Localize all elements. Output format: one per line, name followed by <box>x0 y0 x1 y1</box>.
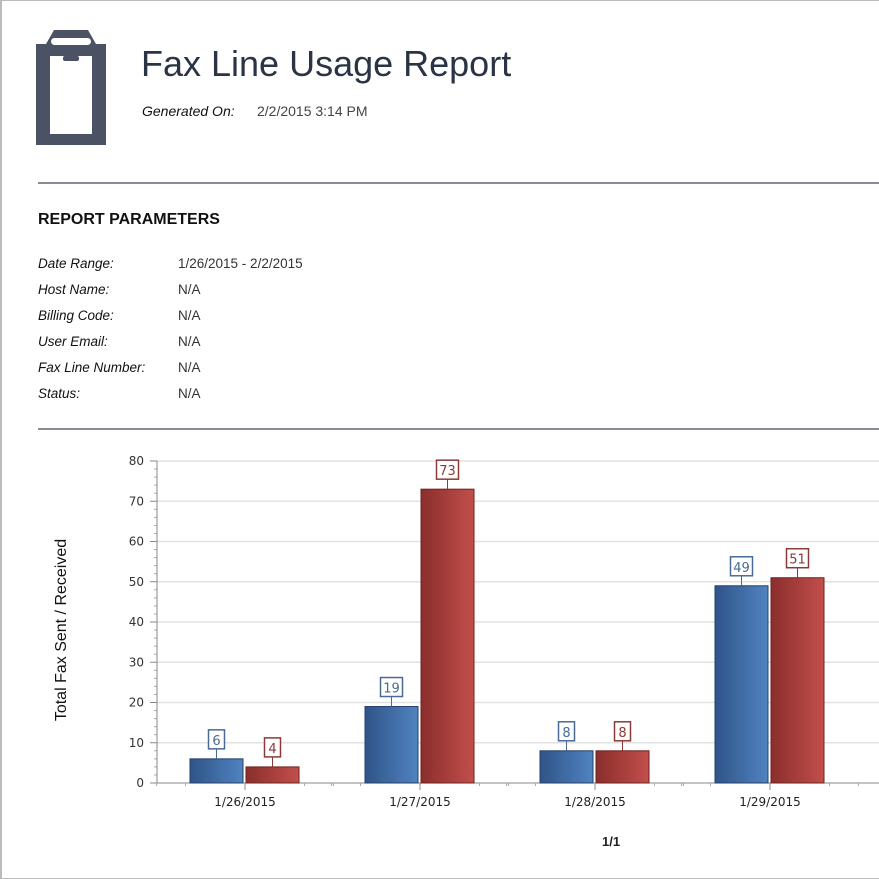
data-label: 8 <box>618 726 626 741</box>
y-tick-label: 80 <box>129 454 144 468</box>
parameter-value: N/A <box>178 360 201 375</box>
data-label: 73 <box>439 464 456 479</box>
bar <box>770 577 825 784</box>
clipboard-icon <box>36 30 106 145</box>
page-number: 1/1 <box>602 834 621 849</box>
data-label: 49 <box>733 561 750 576</box>
y-tick-label: 30 <box>129 655 144 669</box>
data-label: 8 <box>562 726 570 741</box>
data-label: 4 <box>268 742 276 757</box>
report-parameters-heading: REPORT PARAMETERS <box>38 211 220 228</box>
generated-on-label: Generated On: <box>142 103 235 119</box>
bar <box>595 750 650 784</box>
y-tick-label: 20 <box>129 696 144 710</box>
y-tick-label: 10 <box>129 736 144 750</box>
parameter-label: User Email: <box>38 334 108 349</box>
page-title: Fax Line Usage Report <box>141 43 512 84</box>
divider <box>38 428 879 430</box>
parameter-label: Status: <box>38 386 81 401</box>
parameter-value: N/A <box>178 386 201 401</box>
parameter-label: Date Range: <box>38 256 114 271</box>
y-tick-label: 40 <box>129 615 144 629</box>
y-tick-label: 60 <box>129 535 144 549</box>
data-label-box <box>263 737 282 758</box>
data-label-box <box>379 676 404 698</box>
divider <box>38 182 879 184</box>
x-tick-label: 1/28/2015 <box>564 795 626 809</box>
data-label-box <box>207 729 226 750</box>
y-tick-label: 0 <box>136 776 144 790</box>
bar <box>420 488 475 784</box>
data-label-box <box>613 721 632 742</box>
parameter-value: N/A <box>178 308 201 323</box>
parameter-value: N/A <box>178 334 201 349</box>
bar-chart: 0 10 20 30 40 50 60 70 80 1/26/2015 6 4 1/27/2015 19 7… <box>129 454 879 809</box>
parameter-label: Host Name: <box>38 282 110 297</box>
parameter-value: 1/26/2015 - 2/2/2015 <box>178 256 303 271</box>
data-label-box <box>785 547 810 569</box>
parameter-label: Billing Code: <box>38 308 114 323</box>
y-tick-label: 50 <box>129 575 144 589</box>
parameter-value: N/A <box>178 282 201 297</box>
bar <box>189 758 244 784</box>
x-tick-label: 1/27/2015 <box>389 795 451 809</box>
y-tick-label: 70 <box>129 494 144 508</box>
bar <box>539 750 594 784</box>
bar <box>245 766 300 784</box>
data-label: 6 <box>212 734 220 749</box>
generated-on-value: 2/2/2015 3:14 PM <box>257 103 368 119</box>
x-tick-label: 1/26/2015 <box>214 795 276 809</box>
x-tick-label: 1/29/2015 <box>739 795 801 809</box>
data-label-box <box>435 459 460 480</box>
data-label-box <box>557 721 576 742</box>
data-label: 51 <box>789 553 806 568</box>
parameter-label: Fax Line Number: <box>38 360 146 375</box>
bar <box>364 706 419 784</box>
data-label-box <box>729 556 754 577</box>
bar <box>714 585 769 784</box>
data-label: 19 <box>383 682 400 697</box>
